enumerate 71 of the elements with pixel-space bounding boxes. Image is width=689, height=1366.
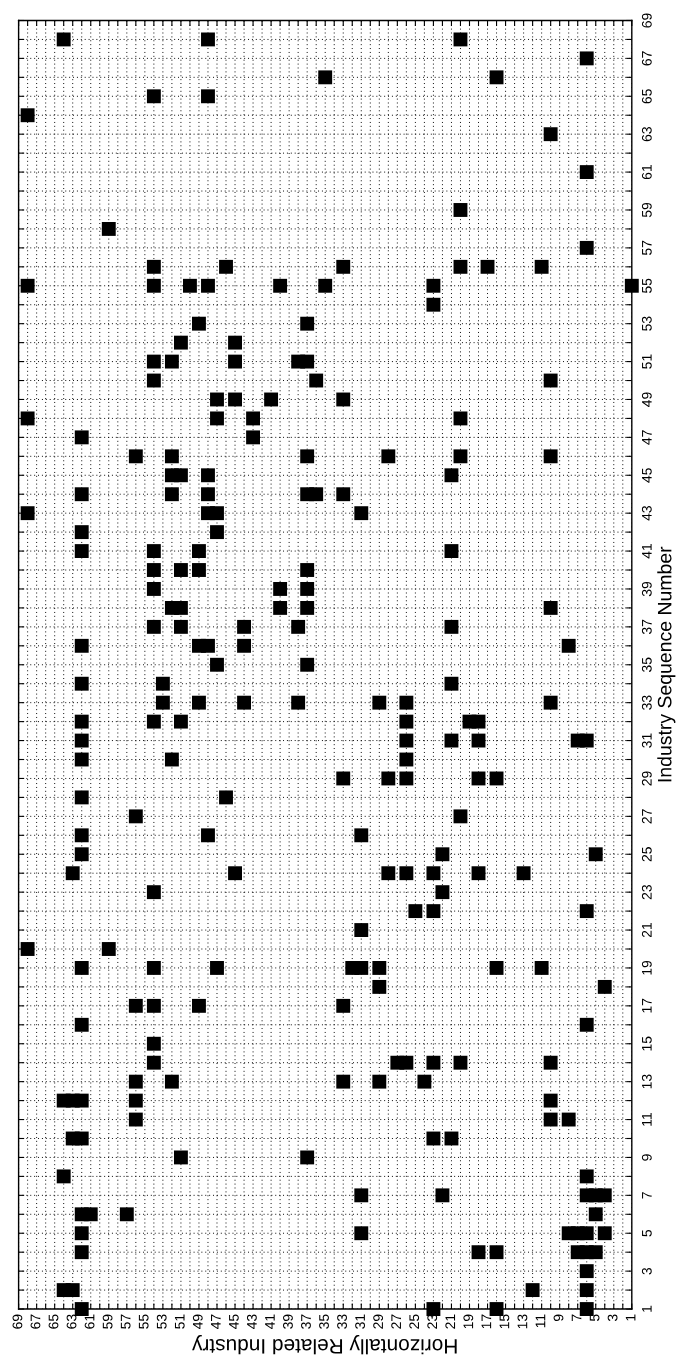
x-tick-label: 51 [174,1314,185,1329]
x-tick-label: 15 [499,1314,510,1329]
y-tick-label: 7 [642,1192,652,1199]
x-tick-label: 69 [12,1314,23,1329]
x-tick-label: 19 [463,1314,474,1329]
x-tick-label: 49 [192,1314,203,1330]
y-tick-label: 23 [641,885,652,900]
y-tick-label: 29 [641,771,652,786]
y-tick-label: 43 [641,506,652,521]
x-tick-label: 53 [156,1314,167,1329]
y-tick-label: 5 [642,1229,652,1237]
x-tick-label: 11 [535,1314,546,1328]
y-tick-label: 27 [641,809,652,824]
y-tick-label: 45 [642,468,652,483]
y-tick-label: 19 [641,960,652,975]
y-tick-label: 49 [641,392,652,407]
x-axis-title: Horizontally Related Industry [192,1334,457,1355]
y-tick-label: 51 [642,354,652,369]
y-tick-label: 21 [641,923,652,938]
y-tick-label: 59 [641,202,652,218]
y-tick-label: 13 [641,1074,652,1089]
y-tick-label: 63 [641,127,652,142]
x-tick-label: 47 [211,1314,221,1330]
y-tick-label: 67 [641,51,652,66]
y-tick-label: 9 [641,1154,652,1161]
x-tick-label: 45 [229,1314,239,1330]
y-tick-label: 41 [642,544,652,559]
x-tick-label: 39 [283,1314,293,1329]
x-tick-label: 55 [138,1314,149,1329]
x-tick-label: 63 [66,1314,77,1329]
y-tick-label: 55 [642,278,652,293]
x-tick-label: 43 [246,1314,257,1330]
y-tick-label: 3 [641,1267,652,1275]
y-tick-label: 35 [641,657,652,672]
x-tick-label: 17 [481,1314,492,1329]
x-tick-label: 27 [391,1314,401,1329]
x-tick-label: 33 [337,1314,347,1329]
x-tick-label: 41 [265,1314,275,1330]
y-tick-label: 39 [641,581,652,597]
x-tick-label: 3 [607,1314,618,1322]
x-tick-label: 25 [409,1314,420,1329]
y-tick-label: 11 [642,1113,652,1126]
y-tick-label: 33 [641,695,652,710]
x-tick-label: 13 [517,1314,528,1329]
y-tick-label: 53 [641,316,652,331]
y-tick-label: 61 [641,165,652,180]
x-tick-label: 31 [355,1314,366,1329]
x-tick-label: 67 [30,1314,41,1329]
x-tick-label: 65 [48,1314,59,1329]
y-tick-label: 57 [642,240,652,256]
x-tick-label: 5 [589,1314,600,1322]
x-tick-label: 9 [553,1314,564,1321]
x-tick-label: 7 [571,1314,582,1321]
x-tick-label: 61 [84,1314,95,1329]
y-tick-label: 37 [641,619,652,635]
x-tick-label: 57 [120,1314,131,1329]
x-tick-label: 21 [445,1314,456,1329]
x-tick-label: 35 [319,1314,329,1329]
y-tick-label: 17 [642,998,652,1013]
y-tick-label: 65 [641,89,652,104]
y-axis-title: Industry Sequence Number [657,546,676,782]
x-tick-label: 59 [102,1314,113,1329]
y-tick-label: 47 [642,430,652,445]
y-tick-label: 25 [641,847,652,862]
x-tick-label: 29 [373,1314,384,1329]
x-tick-label: 1 [625,1314,636,1321]
y-tick-label: 69 [641,13,652,28]
y-tick-label: 31 [641,733,652,748]
y-tick-label: 15 [642,1036,652,1051]
x-tick-label: 37 [301,1314,311,1329]
y-tick-label: 1 [642,1305,652,1312]
